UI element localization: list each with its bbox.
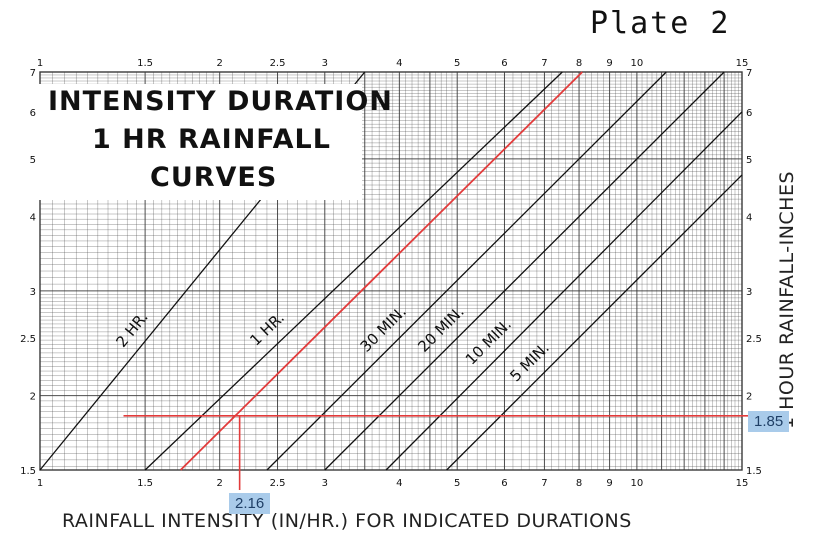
chart-title-box: INTENSITY DURATION 1 HR RAINFALL CURVES: [38, 84, 392, 200]
y-tick-label-right: 1.5: [746, 466, 762, 477]
y-tick-label-right: 2: [746, 392, 752, 403]
curve-line: [324, 71, 725, 471]
title-line-1: INTENSITY DURATION: [48, 86, 393, 117]
x-axis-title: RAINFALL INTENSITY (IN/HR.) FOR INDICATE…: [62, 510, 632, 532]
tick-labels: 111.51.5222.52.533445566778899101015151.…: [20, 58, 762, 489]
curve-line: [144, 71, 563, 471]
x-tick-label-bottom: 7: [541, 478, 547, 489]
x-tick-label-bottom: 1.5: [137, 478, 153, 489]
x-tick-label-bottom: 6: [501, 478, 507, 489]
x-tick-label-top: 7: [541, 58, 547, 69]
plate-label: Plate 2: [590, 6, 731, 41]
x-reading-tag: 2.16: [229, 493, 271, 514]
x-tick-label-bottom: 2.5: [270, 478, 286, 489]
y-tick-label-right: 3: [746, 287, 752, 298]
x-tick-label-bottom: 9: [606, 478, 612, 489]
x-tick-label-top: 9: [606, 58, 612, 69]
y-tick-label-left: 4: [30, 213, 36, 224]
y-tick-label-right: 4: [746, 213, 752, 224]
curve-line: [266, 71, 667, 471]
y-tick-label-left: 2.5: [20, 334, 36, 345]
curve-line: [385, 111, 743, 471]
x-tick-label-bottom: 3: [322, 478, 328, 489]
y-tick-label-left: 6: [30, 108, 36, 119]
curve-line: [446, 174, 743, 471]
y-tick-label-left: 1.5: [20, 466, 36, 477]
y-reading-tag: 1.85: [748, 411, 790, 432]
y-tick-label-left: 3: [30, 287, 36, 298]
x-tick-label-bottom: 5: [454, 478, 460, 489]
y-tick-label-right: 5: [746, 155, 752, 166]
x-tick-label-bottom: 15: [736, 478, 749, 489]
highlight-lines: [123, 71, 748, 490]
x-tick-label-top: 1: [37, 58, 43, 69]
x-tick-label-top: 10: [631, 58, 644, 69]
y-tick-label-right: 2.5: [746, 334, 762, 345]
x-tick-label-top: 1.5: [137, 58, 153, 69]
x-tick-label-bottom: 10: [631, 478, 644, 489]
y-tick-label-left: 5: [30, 155, 36, 166]
y-tick-label-left: 2: [30, 392, 36, 403]
x-tick-label-bottom: 2: [216, 478, 222, 489]
x-tick-label-bottom: 1: [37, 478, 43, 489]
x-tick-label-top: 8: [576, 58, 582, 69]
title-line-3: CURVES: [150, 162, 278, 193]
x-tick-label-top: 2: [216, 58, 222, 69]
y-axis-title: 1 HOUR RAINFALL-INCHES: [776, 170, 798, 430]
x-tick-label-top: 4: [396, 58, 402, 69]
x-tick-label-bottom: 8: [576, 478, 582, 489]
y-tick-label-right: 6: [746, 108, 752, 119]
x-tick-label-top: 2.5: [270, 58, 286, 69]
y-tick-label-left: 7: [30, 68, 36, 79]
x-tick-label-top: 15: [736, 58, 749, 69]
x-tick-label-top: 3: [322, 58, 328, 69]
x-tick-label-top: 5: [454, 58, 460, 69]
grid-lines: [39, 71, 743, 471]
title-line-2: 1 HR RAINFALL: [92, 124, 331, 155]
highlight-1hr-line: [179, 71, 583, 471]
y-tick-label-right: 7: [746, 68, 752, 79]
x-tick-label-bottom: 4: [396, 478, 402, 489]
x-tick-label-top: 6: [501, 58, 507, 69]
